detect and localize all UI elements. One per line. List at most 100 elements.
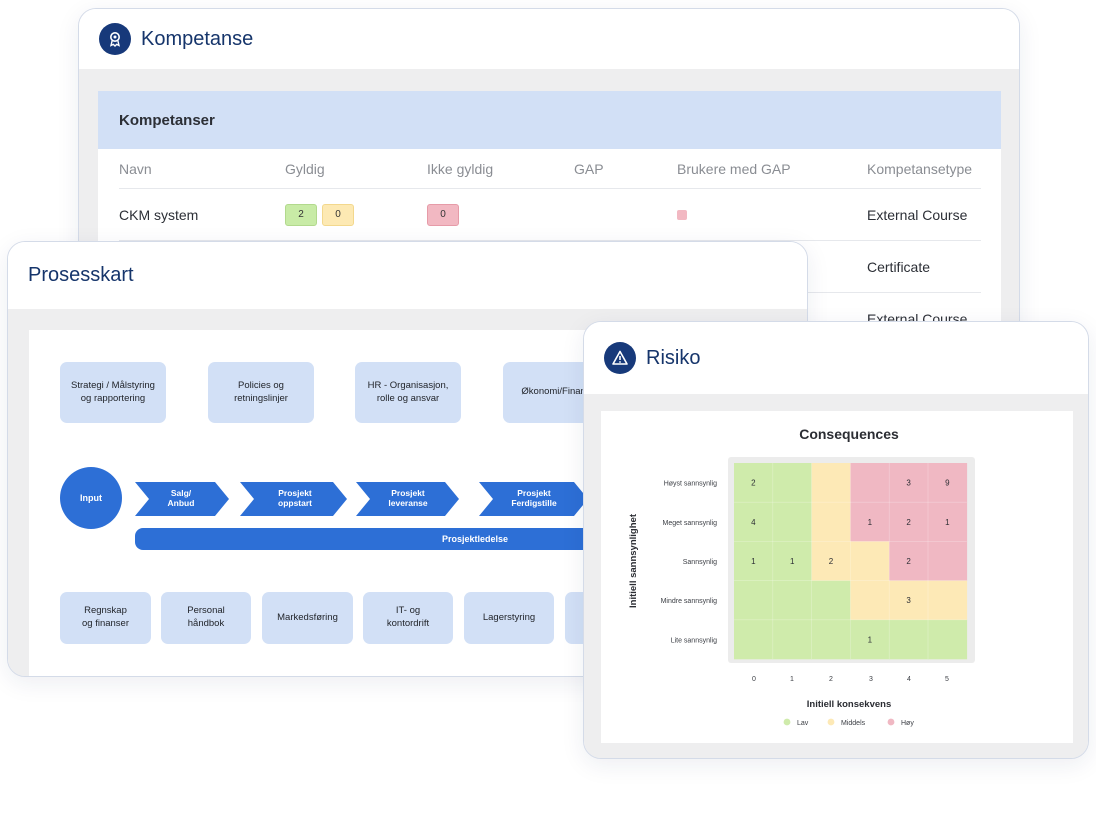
gyldig-cell: 2 0 — [285, 189, 359, 240]
kompetanser-heading: Kompetanser — [98, 91, 1001, 149]
heatmap-cell[interactable] — [811, 580, 851, 621]
table-header: Navn Gyldig Ikke gyldig GAP Brukere med … — [119, 149, 981, 189]
input-node[interactable]: Input — [60, 467, 122, 529]
legend-label[interactable]: Middels — [841, 720, 866, 727]
heatmap-cell[interactable] — [850, 502, 890, 542]
process-box-strategi[interactable]: Strategi / Målstyring og rapportering — [60, 362, 166, 423]
y-axis-label: Initiell sannsynlighet — [628, 513, 639, 608]
heatmap-cell[interactable] — [772, 502, 812, 542]
cell-value-label: 1 — [868, 635, 873, 644]
heatmap-cell[interactable] — [772, 541, 812, 581]
heatmap-cell[interactable] — [928, 541, 968, 581]
column-header-gyldig[interactable]: Gyldig — [285, 160, 325, 177]
risiko-card: Risiko Consequences 2 3 9 4 1 2 1 1 1 2 2 3 1 Høyst … — [583, 321, 1089, 759]
heatmap-cell[interactable] — [928, 463, 968, 503]
process-box-hr[interactable]: HR - Organisasjon, rolle og ansvar — [355, 362, 461, 423]
cell-value-label: 2 — [751, 479, 756, 488]
heatmap-cell[interactable] — [850, 619, 890, 660]
y-tick-label: Sannsynlig — [683, 559, 717, 566]
x-axis-label: Initiell konsekvens — [807, 699, 891, 710]
risiko-title: Risiko — [646, 346, 701, 369]
cell-value-label: 3 — [906, 479, 911, 488]
column-header-gap[interactable]: GAP — [574, 160, 604, 177]
kompetanse-title: Kompetanse — [141, 27, 254, 50]
chevron-label-ferdigstille[interactable]: Prosjekt Ferdigstille — [511, 488, 557, 508]
gap-indicator[interactable] — [677, 209, 687, 220]
risk-matrix-chart: Consequences 2 3 9 4 1 2 1 1 1 2 2 3 1 Høyst sannsyn… — [628, 426, 975, 727]
heatmap-cell[interactable] — [734, 502, 774, 542]
heatmap-cell[interactable] — [772, 619, 812, 660]
chevron-salg — [135, 482, 229, 516]
heatmap-cell[interactable] — [889, 580, 929, 621]
heatmap-cell[interactable] — [734, 619, 774, 660]
x-tick-label: 2 — [829, 676, 833, 683]
column-header-kompetansetype[interactable]: Kompetansetype — [867, 160, 973, 177]
process-box-regnskap[interactable]: Regnskap og finanser — [60, 592, 151, 644]
heatmap-cell[interactable] — [850, 580, 890, 621]
table-row[interactable]: CKM system 2 0 0 External Course — [119, 189, 981, 241]
warning-icon — [604, 342, 636, 374]
x-tick-label: 4 — [907, 676, 911, 683]
heatmap-cell[interactable] — [850, 463, 890, 503]
heatmap-cell[interactable] — [811, 541, 851, 581]
legend-swatch[interactable] — [783, 718, 791, 726]
chevron-label-salg[interactable]: Salg/ Anbud — [167, 488, 195, 508]
kompetanse-header: Kompetanse — [79, 9, 1019, 69]
x-tick-label: 1 — [790, 676, 794, 683]
cell-value-label: 2 — [906, 518, 911, 527]
legend-swatch[interactable] — [887, 718, 895, 726]
x-tick-label: 0 — [752, 676, 756, 683]
process-box-markedsforing[interactable]: Markedsføring — [262, 592, 353, 644]
brukere-med-gap-cell — [677, 189, 687, 240]
heatmap-cell[interactable] — [928, 502, 968, 542]
kompetanser-table: Navn Gyldig Ikke gyldig GAP Brukere med … — [119, 149, 981, 345]
y-tick-label: Meget sannsynlig — [663, 520, 718, 527]
chart-legend: Lav Middels Høy — [783, 718, 914, 727]
heatmap-cell[interactable] — [811, 502, 851, 542]
cell-value-label: 9 — [945, 479, 950, 488]
heatmap-cell[interactable] — [928, 619, 968, 660]
heatmap-cell[interactable] — [889, 541, 929, 581]
heatmap-cell[interactable] — [889, 619, 929, 660]
chart-title: Consequences — [799, 426, 899, 442]
heatmap-cell[interactable] — [889, 502, 929, 542]
chevron-oppstart — [240, 482, 347, 516]
cell-value-label: 1 — [945, 518, 950, 527]
cell-value-label: 3 — [906, 596, 911, 605]
column-header-brukere-med-gap[interactable]: Brukere med GAP — [677, 160, 791, 177]
column-header-ikke-gyldig[interactable]: Ikke gyldig — [427, 160, 494, 177]
column-header-navn[interactable]: Navn — [119, 160, 152, 177]
process-box-it[interactable]: IT- og kontordrift — [363, 592, 453, 644]
heatmap-cell[interactable] — [811, 619, 851, 660]
process-box-personal[interactable]: Personal håndbok — [161, 592, 251, 644]
heatmap-cell[interactable] — [889, 463, 929, 503]
process-box-lagerstyring[interactable]: Lagerstyring — [464, 592, 554, 644]
heatmap-cell[interactable] — [734, 580, 774, 621]
cell-value-label: 1 — [868, 518, 873, 527]
kompetanse-card: Kompetanse Kompetanser Navn Gyldig Ikke … — [78, 8, 1020, 348]
heatmap-cell[interactable] — [772, 580, 812, 621]
chevron-label-oppstart[interactable]: Prosjekt oppstart — [278, 488, 312, 508]
heatmap-cell[interactable] — [734, 463, 774, 503]
heatmap-cell[interactable] — [772, 463, 812, 503]
x-tick-label: 5 — [945, 676, 949, 683]
prosesskart-header: Prosesskart — [8, 242, 807, 309]
legend-label[interactable]: Høy — [901, 720, 914, 727]
y-tick-label: Lite sannsynlig — [671, 637, 717, 644]
heatmap-cell[interactable] — [734, 541, 774, 581]
cell-value-label: 1 — [751, 557, 756, 566]
legend-swatch[interactable] — [827, 718, 835, 726]
row-name[interactable]: CKM system — [119, 206, 199, 223]
expiring-count-badge[interactable]: 0 — [322, 203, 354, 226]
heatmap-cell[interactable] — [811, 463, 851, 503]
heatmap-cell[interactable] — [850, 541, 890, 581]
gyldig-count-badge[interactable]: 2 — [285, 203, 317, 226]
legend-label[interactable]: Lav — [797, 720, 809, 727]
process-box-policies[interactable]: Policies og retningslinjer — [208, 362, 314, 423]
ikke-gyldig-cell: 0 — [427, 189, 464, 240]
heatmap-cell[interactable] — [928, 580, 968, 621]
chevron-label-leveranse[interactable]: Prosjekt leveranse — [388, 488, 428, 508]
ikke-gyldig-count-badge[interactable]: 0 — [427, 203, 459, 226]
chevron-ferdigstille — [479, 482, 588, 516]
award-icon — [99, 23, 131, 55]
